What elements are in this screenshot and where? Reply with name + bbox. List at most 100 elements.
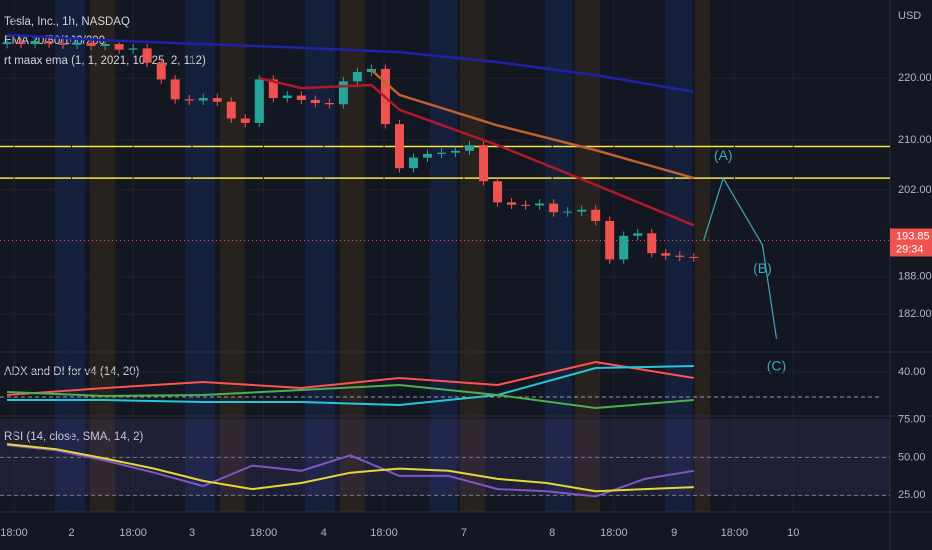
y-tick-label: 50.00	[898, 451, 926, 463]
wave-projection	[703, 176, 778, 339]
candle-body	[521, 204, 531, 206]
candle-body	[465, 145, 475, 151]
x-tick-label: 4	[321, 527, 327, 539]
candle-body	[198, 98, 208, 101]
candle-body	[240, 118, 250, 123]
candle-body	[661, 253, 671, 256]
candle-body	[30, 40, 40, 45]
candle-body	[170, 79, 180, 100]
symbol-title: Tesla, Inc., 1h, NASDAQ	[4, 16, 130, 28]
candle-body	[408, 157, 418, 169]
candle-body	[549, 203, 559, 213]
candle-body	[226, 101, 236, 119]
x-tick-label: 18:00	[119, 527, 147, 539]
candle-body	[507, 202, 517, 205]
session-band	[305, 0, 335, 512]
session-band	[695, 0, 710, 512]
candle-body	[16, 42, 26, 45]
session-band	[55, 0, 85, 512]
countdown-label: 29:34	[896, 243, 924, 255]
candle-body	[422, 153, 432, 158]
indicator-line	[7, 365, 694, 407]
candle-body	[338, 81, 348, 105]
wave-label: (C)	[767, 358, 786, 374]
x-tick-label: 18:00	[250, 527, 278, 539]
candle-body	[591, 209, 601, 221]
x-tick-label: 10	[787, 527, 799, 539]
candle-body	[451, 150, 461, 153]
candle-body	[44, 40, 54, 44]
session-band	[220, 0, 245, 512]
candle-body	[675, 255, 685, 257]
x-tick-label: 2	[68, 527, 74, 539]
session-band	[430, 0, 457, 512]
candle-body	[436, 152, 446, 154]
session-band	[575, 0, 600, 512]
candle-body	[493, 181, 503, 203]
indicator-line	[6, 383, 694, 410]
candle-body	[689, 256, 699, 258]
x-tick-label: 18:00	[600, 527, 628, 539]
last-price-tag	[890, 228, 932, 257]
x-tick-label: 18:00	[370, 527, 398, 539]
candle-body	[86, 42, 96, 46]
y-tick-label: 202.00	[898, 184, 932, 196]
candle-body	[268, 79, 278, 99]
candle-body	[2, 42, 12, 45]
ema-line	[370, 69, 695, 180]
candle-body	[352, 71, 362, 82]
indicator-line	[6, 360, 694, 396]
y-tick-label: 75.00	[898, 413, 926, 425]
candle-body	[128, 48, 138, 50]
y-tick-label: 220.00	[898, 72, 932, 84]
candle-body	[58, 43, 68, 45]
candle-body	[296, 95, 306, 100]
indicator-line	[6, 444, 694, 498]
y-tick-label: 40.00	[898, 366, 926, 378]
candle-body	[535, 203, 545, 206]
candle-body	[310, 99, 320, 104]
indicator-label: rt maax ema (1, 1, 2021, 10, 25, 2, 112)	[4, 55, 206, 67]
candle-body	[114, 44, 124, 50]
candle-body	[72, 42, 82, 45]
candle-body	[479, 145, 489, 182]
y-tick-label: 25.00	[898, 489, 926, 501]
x-tick-label: 7	[461, 527, 467, 539]
indicator-line	[6, 443, 694, 493]
candle-body	[254, 79, 264, 123]
candle-body	[156, 62, 166, 80]
y-tick-label: 210.00	[898, 134, 932, 146]
candle-body	[633, 233, 643, 236]
candle-body	[394, 124, 404, 169]
y-tick-label: 182.00	[898, 308, 932, 320]
candle-body	[324, 103, 334, 105]
candle-body	[184, 99, 194, 101]
candle-body	[282, 95, 292, 99]
ema-line	[259, 76, 695, 227]
session-band	[545, 0, 572, 512]
last-price-label: 193.85	[896, 230, 930, 242]
x-tick-label: 8	[549, 527, 555, 539]
y-tick-label: 188.00	[898, 271, 932, 283]
x-tick-label: 3	[189, 527, 195, 539]
currency-label: USD	[898, 10, 921, 22]
candle-body	[212, 98, 222, 102]
candle-body	[619, 235, 629, 260]
x-tick-label: 9	[671, 527, 677, 539]
candle-body	[647, 233, 657, 254]
candle-body	[142, 48, 152, 63]
wave-label: (A)	[714, 147, 733, 163]
ema-line	[6, 33, 695, 94]
candle-body	[100, 44, 110, 46]
session-band	[185, 0, 215, 512]
session-band	[90, 0, 115, 512]
x-tick-label: 18:00	[0, 527, 28, 539]
x-tick-label: 18:00	[721, 527, 749, 539]
wave-label: (B)	[753, 260, 772, 276]
candle-body	[577, 209, 587, 212]
rsi-title: RSI (14, close, SMA, 14, 2)	[4, 431, 144, 443]
candle-body	[563, 211, 573, 213]
candle-body	[605, 220, 615, 260]
